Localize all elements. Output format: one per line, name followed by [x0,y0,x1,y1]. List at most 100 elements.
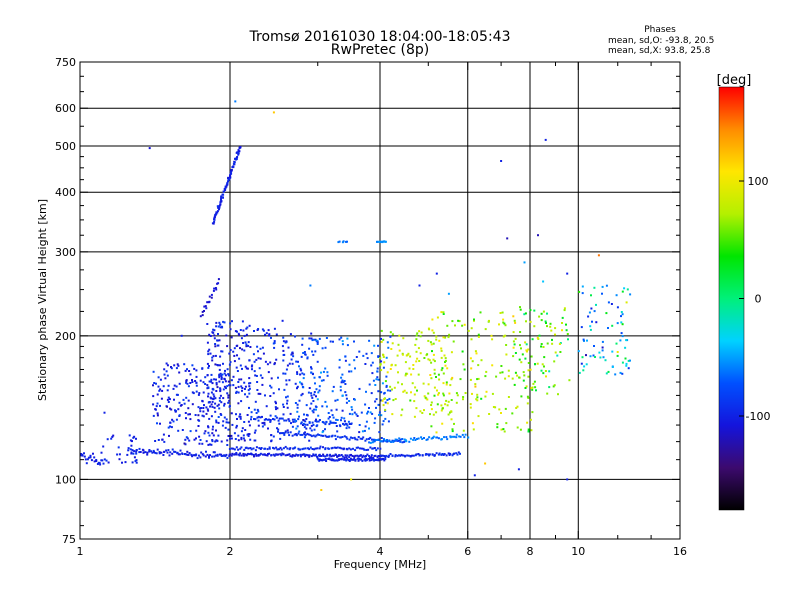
data-point [629,359,631,362]
data-point [220,414,223,416]
data-point [332,459,335,462]
data-point [124,461,127,464]
data-point [255,446,258,449]
data-point [442,336,445,339]
data-point [93,456,96,459]
data-point [269,384,272,387]
data-point [315,406,318,408]
data-point [601,285,604,288]
data-point [524,357,527,360]
data-point [198,435,201,438]
data-point [345,456,348,459]
data-point [185,379,188,382]
data-point [244,429,247,431]
data-point [404,374,407,377]
data-point [440,409,443,412]
data-point [203,432,206,435]
data-point [361,430,364,433]
data-point [290,353,293,356]
data-point [345,436,348,439]
data-point [219,364,221,367]
data-point [379,357,382,360]
data-point [199,439,202,441]
data-point [255,412,258,414]
data-point [248,377,251,380]
data-point [205,307,208,310]
data-point [305,418,308,420]
data-point [236,354,238,357]
data-point [315,420,318,423]
data-point [409,455,412,457]
data-point [243,388,246,390]
data-point [244,365,247,368]
data-point [172,387,175,390]
data-point [433,368,436,371]
data-point [261,328,264,331]
data-point [355,356,358,358]
data-point [390,348,393,350]
data-point [169,451,172,454]
data-point [398,349,401,352]
data-point [518,358,521,361]
data-point [542,280,545,283]
data-point [240,385,243,388]
data-point [174,450,177,453]
data-point [222,320,225,323]
data-point [324,428,326,431]
data-point [313,393,316,396]
data-point [154,408,157,411]
data-point [148,450,151,453]
data-point [310,394,313,397]
data-point [329,421,332,424]
data-point [202,410,205,413]
data-point [207,443,210,446]
data-point [193,438,196,441]
data-point [293,418,296,421]
data-point [391,454,394,457]
data-point [210,415,213,418]
data-point [213,378,216,381]
data-point [382,457,385,460]
data-point [168,454,171,457]
data-point [526,395,529,398]
data-point [311,448,314,450]
data-point [320,459,323,461]
data-point [313,428,316,431]
data-point [607,370,610,373]
data-point [413,437,416,439]
data-point [262,352,265,355]
data-point [392,440,395,443]
data-point [353,398,356,401]
data-point [396,354,399,357]
data-point [207,353,210,356]
data-point [296,410,299,413]
data-point [344,355,347,358]
data-point [282,372,285,375]
data-point [282,403,285,406]
data-point [378,431,381,434]
data-point [589,325,592,328]
data-point [314,382,316,385]
data-point [92,452,94,455]
data-point [394,455,397,458]
data-point [243,454,245,457]
data-point [365,449,368,451]
data-point [232,165,235,168]
data-point [369,411,372,414]
data-point [366,412,369,415]
data-point [166,398,169,401]
data-point [380,337,382,340]
data-point [536,362,539,365]
data-point [363,455,366,458]
data-point [211,405,214,408]
data-point [208,333,211,336]
data-point [224,185,227,188]
data-point [441,422,444,425]
data-point [202,415,205,418]
data-point [178,371,181,374]
data-point [93,460,96,463]
data-point [526,402,529,405]
data-point [309,446,312,449]
data-point [415,407,418,410]
data-point [346,437,349,440]
